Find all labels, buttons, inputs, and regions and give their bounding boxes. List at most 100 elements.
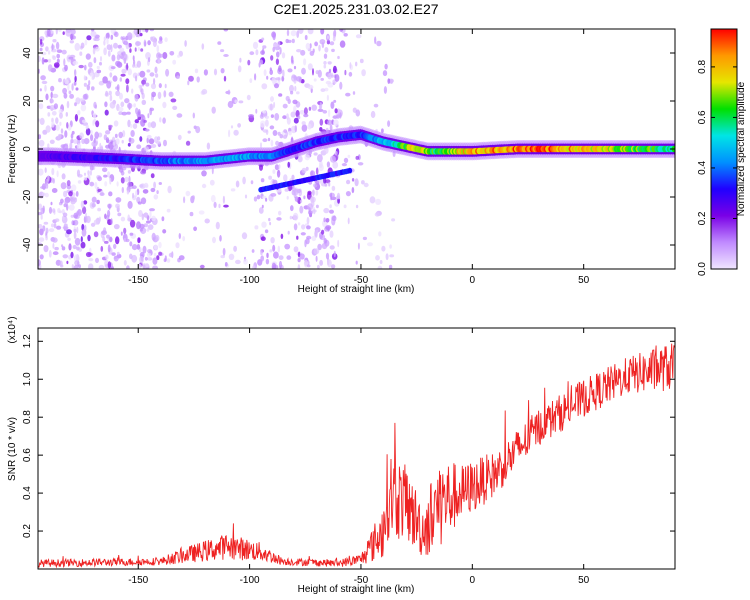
spectrogram-x-tick-label: 0 xyxy=(470,275,476,286)
spectrogram-noise-cell xyxy=(223,29,228,32)
spectrogram-noise-cell xyxy=(320,77,325,81)
spectrogram-noise-cell xyxy=(75,191,79,197)
spectrogram-noise-cell xyxy=(149,208,155,212)
spectrogram-noise-cell xyxy=(333,99,337,103)
spectrogram-noise-cell xyxy=(144,41,147,47)
spectrogram-noise-cell xyxy=(341,163,347,167)
spectrogram-noise-cell xyxy=(256,194,261,200)
spectrogram-noise-cell xyxy=(234,99,238,104)
spectrogram-noise-cell xyxy=(126,32,133,41)
spectrogram-noise-cell xyxy=(49,139,55,144)
spectrogram-noise-cell xyxy=(104,240,109,244)
spectrogram-noise-cell xyxy=(201,88,208,95)
spectrogram-noise-cell xyxy=(136,60,142,68)
spectrogram-noise-cell xyxy=(90,31,97,37)
spectrogram-noise-cell xyxy=(112,141,116,146)
spectrogram-noise-cell xyxy=(230,188,236,192)
spectrogram-noise-cell xyxy=(135,41,142,46)
spectrogram-noise-cell xyxy=(42,225,46,232)
spectrogram-noise-cell xyxy=(41,192,46,196)
spectrogram-noise-cell xyxy=(135,190,138,198)
spectrogram-noise-cell xyxy=(297,264,301,269)
spectrogram-noise-cell xyxy=(91,76,95,80)
spectrogram-noise-cell xyxy=(333,119,339,126)
spectrogram-noise-cell xyxy=(41,57,45,65)
spectrogram-noise-cell xyxy=(273,101,276,108)
snr-scale-note: (x10⁴) xyxy=(7,316,18,343)
spectrogram-noise-cell xyxy=(260,120,266,128)
spectrogram-noise-cell xyxy=(254,73,257,81)
spectrogram-noise-cell xyxy=(61,215,65,221)
spectrogram-noise-cell xyxy=(223,204,229,208)
spectrogram-noise-cell xyxy=(337,55,340,60)
spectrogram-noise-cell xyxy=(282,134,288,139)
spectrogram-noise-cell xyxy=(331,185,336,192)
spectrogram-noise-cell xyxy=(121,139,124,144)
spectrogram-noise-cell xyxy=(211,106,216,114)
spectrogram-noise-cell xyxy=(127,214,130,222)
spectrogram-noise-cell xyxy=(117,44,123,49)
spectrogram-noise-cell xyxy=(43,59,49,63)
spectrogram-noise-cell xyxy=(389,244,392,249)
spectrogram-noise-cell xyxy=(50,85,55,92)
spectrogram-noise-cell xyxy=(135,107,139,115)
spectrogram-noise-cell xyxy=(203,69,208,76)
spectrogram-noise-cell xyxy=(51,223,55,228)
spectrogram-noise-cell xyxy=(101,230,108,236)
spectrogram-noise-cell xyxy=(98,216,101,222)
spectrogram-noise-cell xyxy=(153,194,159,200)
spectrogram-noise-cell xyxy=(346,179,351,185)
spectrogram-noise-cell xyxy=(96,199,100,205)
spectrogram-noise-cell xyxy=(303,58,307,66)
spectrogram-noise-cell xyxy=(220,255,225,259)
spectrogram-x-axis-label: Height of straight line (km) xyxy=(298,284,415,295)
spectrogram-noise-cell xyxy=(83,82,87,87)
spectrogram-noise-cell xyxy=(129,232,134,236)
spectrogram-noise-cell xyxy=(176,113,183,118)
spectrogram-noise-cell xyxy=(261,37,265,41)
spectrogram-noise-cell xyxy=(65,112,69,117)
spectrogram-noise-cell xyxy=(272,169,276,174)
spectrogram-noise-cell xyxy=(109,236,113,243)
spectrogram-noise-cell xyxy=(178,233,181,239)
spectrogram-noise-cell xyxy=(97,207,101,212)
spectrogram-noise-cell xyxy=(71,184,77,192)
spectrogram-noise-cell xyxy=(108,191,113,197)
spectrogram-noise-cell xyxy=(45,93,49,101)
spectrogram-noise-cell xyxy=(88,263,94,269)
spectrogram-noise-cell xyxy=(108,142,114,150)
spectrogram-noise-cell xyxy=(90,222,96,227)
spectrogram-noise-cell xyxy=(311,235,317,242)
spectrogram-noise-cell xyxy=(115,197,122,203)
spectrogram-noise-cell xyxy=(81,138,86,144)
spectrogram-noise-cell xyxy=(209,179,215,186)
spectrogram-noise-cell xyxy=(108,124,113,128)
spectrogram-noise-cell xyxy=(306,264,311,268)
spectrogram-noise-cell xyxy=(201,170,207,177)
spectrogram-noise-cell xyxy=(47,58,52,63)
spectrogram-noise-cell xyxy=(381,128,384,134)
spectrogram-noise-cell xyxy=(287,161,291,168)
spectrogram-noise-cell xyxy=(40,186,46,189)
spectrogram-noise-cell xyxy=(273,251,279,259)
spectrogram-noise-cell xyxy=(270,96,274,102)
spectrogram-noise-cell xyxy=(62,212,68,218)
spectrogram-noise-cell xyxy=(46,29,51,37)
spectrogram-noise-cell xyxy=(52,39,57,43)
spectrogram-noise-cell xyxy=(146,228,150,232)
spectrogram-noise-cell xyxy=(343,204,347,209)
spectrogram-noise-cell xyxy=(82,93,88,100)
spectrogram-noise-cell xyxy=(224,262,228,267)
spectrogram-noise-cell xyxy=(355,260,358,265)
spectrogram-noise-cell xyxy=(67,237,71,241)
spectrogram-noise-cell xyxy=(172,59,177,65)
spectrogram-noise-cell xyxy=(128,175,131,184)
spectrogram-noise-cell xyxy=(296,30,300,38)
spectrogram-noise-cell xyxy=(103,40,106,46)
spectrogram-noise-cell xyxy=(115,236,120,245)
spectrogram-noise-cell xyxy=(260,255,265,262)
spectrogram-noise-cell xyxy=(114,31,119,38)
spectrogram-noise-cell xyxy=(107,171,111,178)
spectrogram-noise-cell xyxy=(44,192,49,198)
spectrogram-noise-cell xyxy=(137,47,140,51)
